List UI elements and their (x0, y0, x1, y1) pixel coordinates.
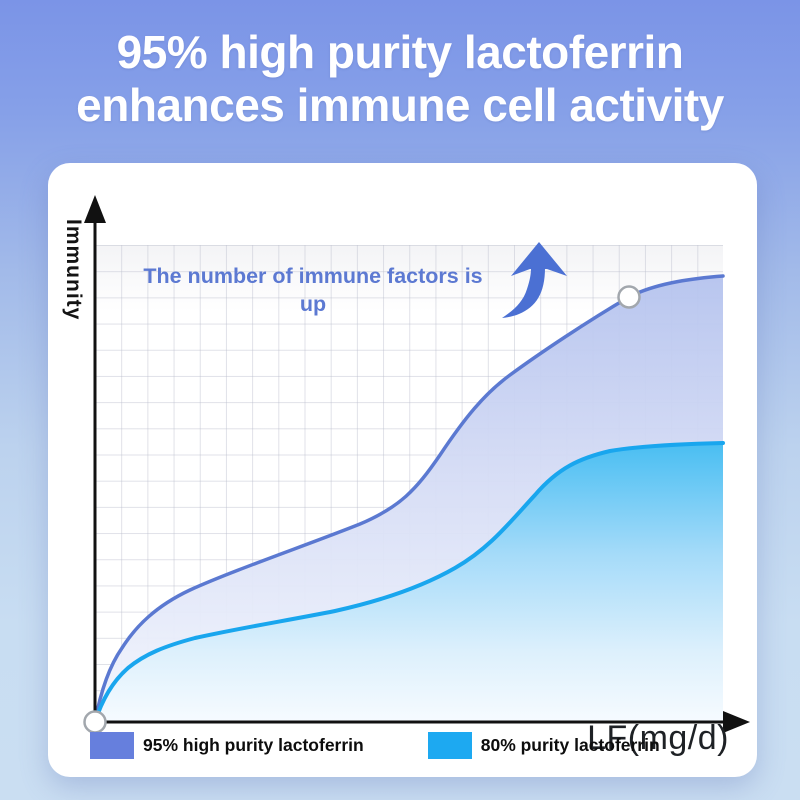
legend-item-95: 95% high purity lactoferrin (90, 732, 364, 759)
legend-label-80: 80% purity lactoferrin (480, 735, 660, 755)
up-arrow-icon (502, 242, 567, 318)
page-title-line-1: 95% high purity lactoferrin (116, 26, 684, 78)
x-axis-arrowhead-icon (723, 711, 750, 733)
x-axis-label: LF(mg/d) (587, 719, 729, 757)
series-80-line (93, 441, 725, 724)
page-title-line-2: enhances immune cell activity (76, 79, 724, 131)
axes (93, 218, 736, 724)
legend-label-95: 95% high purity lactoferrin (143, 735, 364, 755)
page-title: 95% high purity lactoferrin enhances imm… (0, 26, 800, 132)
chart-canvas (83, 195, 750, 734)
chart-annotation-line-1: The number of immune factors is (143, 264, 483, 288)
legend-swatch-95-icon (90, 732, 134, 759)
chart-card: Immunity The number of immune factors is… (48, 163, 757, 777)
chart-annotation: The number of immune factors is up (118, 262, 508, 318)
series-95-line (93, 274, 725, 724)
chart-annotation-line-2: up (299, 292, 327, 316)
y-axis-label: Immunity (62, 219, 85, 321)
y-axis-arrowhead-icon (84, 195, 106, 223)
origin-marker (83, 710, 107, 734)
legend-swatch-80-icon (427, 732, 472, 759)
legend-item-80: 80% purity lactoferrin (427, 732, 660, 759)
series-95-point-marker (617, 285, 641, 309)
chart-legend: 95% high purity lactoferrin 80% purity l… (90, 732, 660, 759)
series-80-area (95, 443, 723, 722)
